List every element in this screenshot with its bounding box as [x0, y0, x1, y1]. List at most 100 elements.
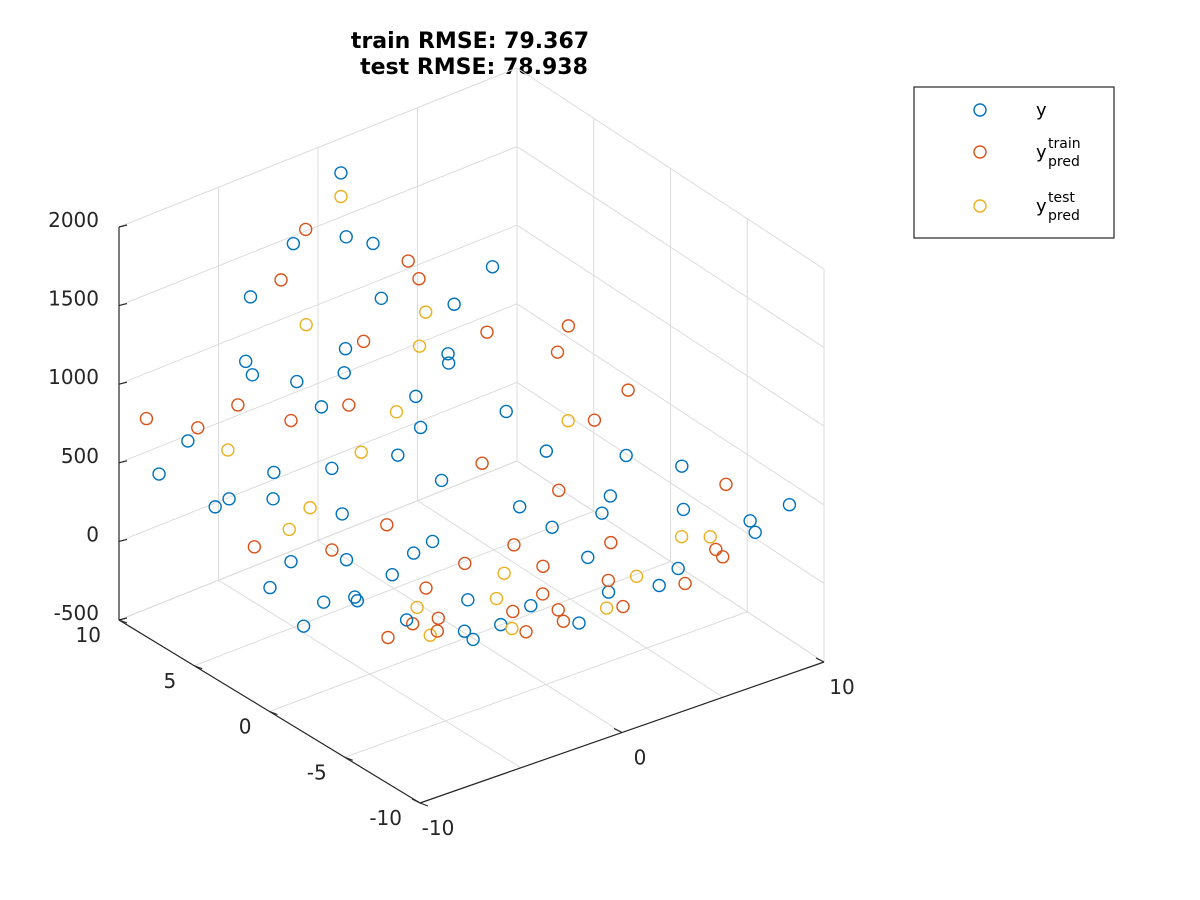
- scatter-point-y: [339, 230, 353, 244]
- gridline-sidewall-z: [516, 67, 825, 270]
- x-tick-mark: [815, 657, 825, 663]
- scatter-point-y: [409, 389, 423, 404]
- scatter-point-train: [247, 540, 262, 554]
- gridline-sidewall-z: [516, 224, 825, 427]
- scatter-point-train: [552, 483, 566, 498]
- scatter-point-y: [245, 368, 260, 382]
- scatter-point-y: [350, 594, 365, 608]
- scatter-point-y: [181, 434, 195, 448]
- scatter-point-train: [601, 573, 616, 588]
- z-tick-label: 2000: [48, 208, 99, 232]
- legend-label-sup-2: test: [1048, 190, 1075, 206]
- scatter-point-train: [419, 581, 433, 595]
- scatter-point-train: [709, 542, 723, 557]
- legend-marker-2: [973, 199, 987, 213]
- scatter-point-test: [221, 443, 235, 457]
- scatter-point-train: [550, 345, 565, 359]
- scatter-point-y: [208, 500, 222, 514]
- scatter-point-train: [604, 535, 618, 550]
- scatter-point-y: [603, 489, 618, 503]
- scatter-point-train: [506, 604, 520, 619]
- scatter-point-y: [337, 366, 351, 380]
- scatter-point-y: [524, 599, 538, 613]
- scatter-point-y: [335, 507, 349, 521]
- scatter-point-train: [284, 413, 298, 428]
- scatter-point-y: [461, 593, 475, 607]
- scatter-point-train: [458, 556, 472, 571]
- y-tick-mark: [344, 756, 353, 761]
- scatter-point-y: [441, 356, 456, 370]
- scatter-point-y: [239, 354, 253, 369]
- scatter-point-test: [674, 529, 689, 544]
- z-tick-mark: [118, 538, 128, 542]
- scatter-point-y: [243, 290, 258, 304]
- scatter-point-y: [413, 420, 428, 435]
- scatter-point-test: [354, 445, 368, 459]
- z-tick-mark: [118, 224, 128, 228]
- scatter-point-train: [430, 624, 445, 638]
- scatter-point-y: [399, 613, 414, 627]
- scatter-point-test: [561, 414, 575, 428]
- y-tick-label: 10: [76, 623, 101, 647]
- scatter-point-y: [441, 347, 455, 361]
- scatter-point-y: [572, 616, 586, 630]
- scatter-point-train: [519, 625, 533, 639]
- y-tick-mark: [118, 619, 128, 624]
- scatter-point-train: [480, 325, 494, 339]
- scatter-point-train: [298, 222, 313, 237]
- scatter-point-y: [267, 465, 281, 480]
- scatter-point-train: [401, 254, 415, 268]
- scatter-point-train: [274, 273, 288, 287]
- x-tick-mark: [613, 727, 623, 734]
- scatter-point-y: [425, 534, 440, 549]
- z-tick-label: -500: [54, 601, 99, 625]
- scatter-point-test: [299, 318, 313, 332]
- y-tick-mark: [419, 802, 429, 807]
- scatter-point-train: [678, 576, 692, 591]
- scatter-point-y: [284, 554, 298, 569]
- gridline-backwall-z: [118, 146, 518, 307]
- scatter-point-y: [325, 461, 339, 476]
- scatter-point-train: [325, 543, 339, 557]
- legend-label-2: y: [1036, 196, 1047, 217]
- chart-title-line-2: test RMSE: 78.938: [360, 55, 588, 80]
- scatter-point-train: [380, 518, 394, 532]
- scatter-point-train: [139, 411, 154, 426]
- gridline-backwall-z: [118, 67, 518, 228]
- z-tick-mark: [118, 617, 128, 621]
- scatter-point-y: [314, 400, 329, 414]
- scatter-point-train: [412, 272, 426, 286]
- scatter-point-y: [499, 404, 513, 419]
- gridline-sidewall-z: [516, 303, 825, 506]
- x-tick-label: 0: [634, 746, 647, 770]
- scatter-point-y: [676, 502, 691, 517]
- scatter-point-y: [266, 492, 280, 506]
- scatter-point-test: [410, 600, 424, 615]
- scatter-point-train: [561, 319, 576, 333]
- z-tick-mark: [118, 460, 128, 464]
- scatter-point-y: [296, 619, 311, 633]
- scatter-point-y: [545, 520, 559, 534]
- gridline-backwall-z: [118, 224, 518, 385]
- scatter-point-y: [619, 448, 633, 463]
- scatter-point-test: [489, 591, 504, 606]
- z-tick-label: 1000: [48, 365, 99, 389]
- scatter-point-y: [782, 498, 797, 512]
- scatter-point-y: [338, 342, 353, 356]
- scatter-point-y: [406, 546, 421, 560]
- scatter-point-y: [743, 514, 757, 528]
- legend-box: [913, 86, 1115, 239]
- gridline-backwall-z: [118, 303, 518, 464]
- scatter-point-test: [303, 501, 317, 515]
- scatter-point-y: [512, 500, 527, 514]
- gridline-floor-y: [194, 510, 594, 667]
- gridline-sidewall-z: [516, 146, 825, 349]
- gridline-floor-y: [269, 561, 671, 712]
- legend-marker-1: [973, 145, 987, 159]
- scatter-point-test: [599, 601, 614, 615]
- scatter-point-y: [316, 595, 331, 609]
- scatter-point-test: [423, 628, 437, 642]
- scatter-point-y: [748, 525, 762, 540]
- scatter-point-train: [716, 550, 730, 564]
- scatter-point-y: [434, 473, 449, 488]
